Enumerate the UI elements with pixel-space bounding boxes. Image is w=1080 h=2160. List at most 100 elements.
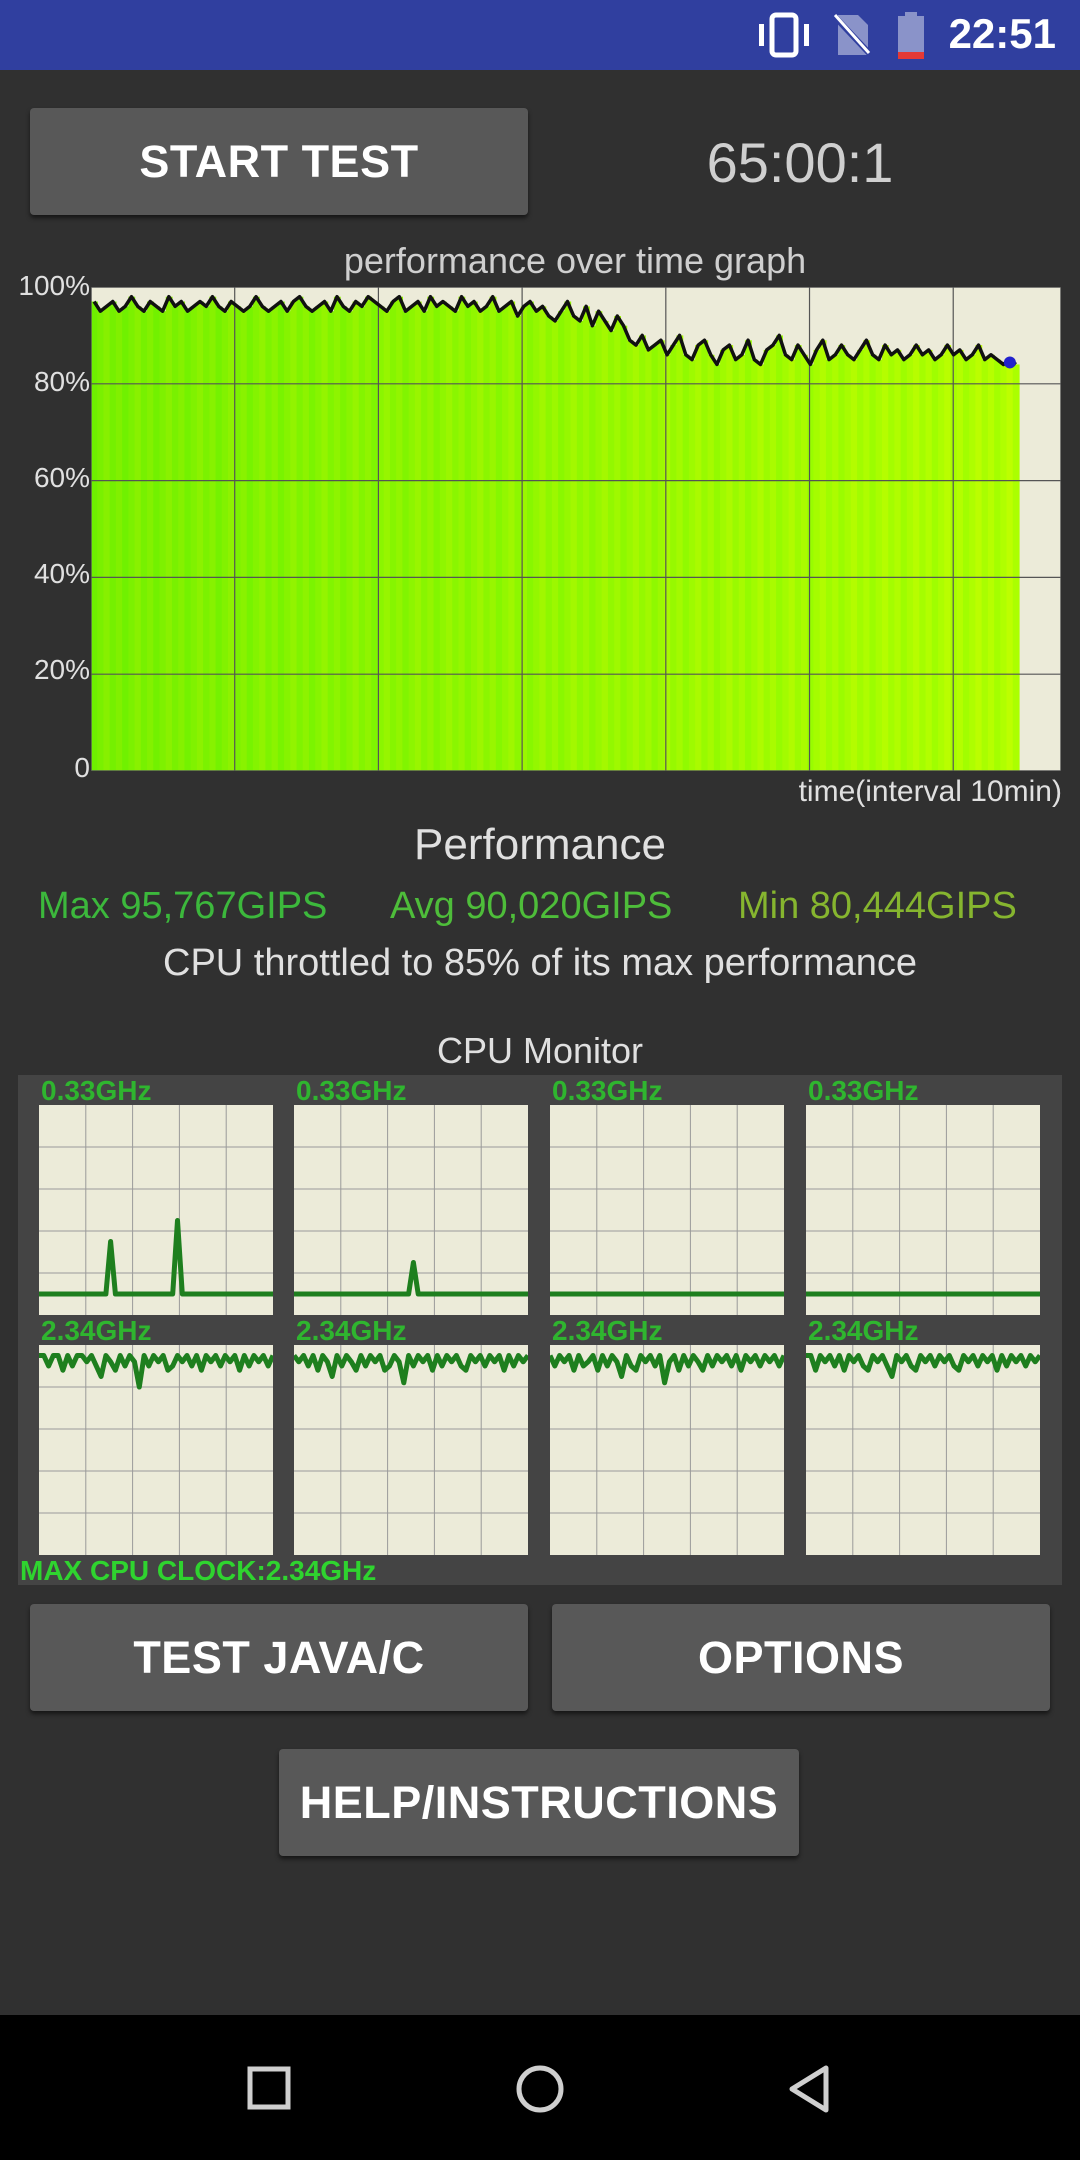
performance-bar: [209, 296, 217, 771]
performance-bar: [452, 311, 460, 771]
home-icon[interactable]: [514, 2063, 566, 2115]
performance-bar: [713, 364, 721, 771]
core-frequency: 0.33GHz: [41, 1075, 152, 1106]
start-test-button[interactable]: START TEST: [30, 108, 528, 215]
performance-bar: [483, 306, 491, 771]
vibrate-icon: [759, 12, 809, 58]
performance-bar: [470, 301, 478, 771]
performance-bar: [234, 306, 242, 771]
performance-bar: [277, 301, 285, 771]
performance-bar: [340, 306, 347, 771]
core-graph: [806, 1345, 1040, 1555]
performance-bar: [987, 354, 995, 771]
performance-bar: [956, 349, 964, 771]
performance-bar: [776, 335, 783, 771]
performance-bar: [583, 306, 590, 771]
test-java-c-button[interactable]: TEST JAVA/C: [30, 1604, 528, 1711]
performance-bar: [533, 311, 541, 771]
performance-bar: [938, 354, 945, 771]
options-button[interactable]: OPTIONS: [552, 1604, 1050, 1711]
navigation-bar: [0, 2015, 1080, 2160]
core-graph-background: [39, 1345, 273, 1555]
performance-bar: [240, 311, 248, 771]
performance-bar: [695, 345, 702, 771]
performance-bar: [807, 364, 815, 771]
core-load-line: [39, 1353, 273, 1390]
performance-bar: [645, 349, 653, 771]
performance-bar: [682, 354, 690, 771]
performance-bar: [875, 359, 883, 771]
back-icon[interactable]: [786, 2063, 832, 2115]
performance-bar: [115, 311, 123, 771]
performance-bar: [414, 301, 422, 771]
performance-bar: [850, 359, 858, 771]
y-tick-label: 60%: [33, 462, 90, 493]
performance-bar: [389, 301, 397, 771]
core-graph-background: [39, 1105, 273, 1315]
performance-bar: [271, 306, 279, 771]
performance-bar: [421, 311, 428, 771]
performance-bar: [246, 306, 254, 771]
performance-bar: [832, 354, 839, 771]
performance-bar: [333, 296, 341, 771]
performance-bar: [894, 349, 902, 771]
performance-bar: [190, 306, 198, 771]
performance-bar: [888, 354, 896, 771]
performance-bar: [321, 301, 329, 771]
performance-bar: [252, 296, 260, 771]
performance-line: [92, 294, 1017, 367]
performance-bar: [284, 311, 291, 771]
performance-bar: [614, 316, 621, 771]
core-load-line: [294, 1353, 528, 1386]
performance-bar: [539, 306, 547, 771]
performance-bar: [371, 301, 379, 771]
performance-bar: [726, 345, 734, 771]
core-graph-background: [806, 1345, 1040, 1555]
performance-bar: [290, 301, 298, 771]
cpu-monitor-title: CPU Monitor: [436, 1030, 644, 1071]
performance-bar: [688, 359, 696, 771]
performance-bar: [769, 345, 777, 771]
performance-bar: [813, 349, 821, 771]
core-graph: [294, 1345, 528, 1555]
no-sim-icon: [832, 13, 872, 57]
performance-bar: [676, 335, 684, 771]
performance-bar: [751, 359, 759, 771]
performance-bar: [881, 345, 889, 771]
performance-bar: [701, 340, 709, 771]
performance-bar: [595, 311, 603, 771]
performance-bar: [663, 354, 671, 771]
performance-bar: [365, 296, 372, 771]
performance-bar: [508, 301, 516, 771]
performance-bar: [551, 320, 559, 771]
core-frequency: 2.34GHz: [552, 1315, 663, 1346]
performance-bar: [639, 335, 646, 771]
help-instructions-button[interactable]: HELP/INSTRUCTIONS: [279, 1749, 799, 1856]
core-graph: [39, 1345, 273, 1555]
performance-bar: [514, 316, 522, 771]
performance-bar: [327, 311, 335, 771]
performance-bar: [184, 311, 192, 771]
performance-bar: [825, 359, 833, 771]
performance-bar: [402, 311, 410, 771]
performance-bar: [570, 316, 578, 771]
core-load-line: [39, 1218, 273, 1297]
performance-bar: [601, 320, 609, 771]
y-tick-label: 80%: [33, 366, 90, 397]
performance-bar: [589, 325, 597, 771]
performance-bar: [352, 301, 360, 771]
performance-bar: [564, 301, 572, 771]
performance-bar: [857, 349, 864, 771]
performance-bar: [558, 311, 565, 771]
performance-bar: [203, 306, 210, 771]
performance-bar: [944, 345, 952, 771]
performance-bar: [196, 301, 204, 771]
y-tick-label: 20%: [33, 654, 90, 685]
performance-bar: [913, 345, 920, 771]
performance-bar: [919, 354, 927, 771]
performance-bar: [502, 306, 509, 771]
recents-icon[interactable]: [246, 2065, 292, 2111]
performance-bar: [994, 359, 1001, 771]
core-graph: [294, 1105, 528, 1315]
min-gips: Min 80,444GIPS: [738, 885, 1017, 927]
